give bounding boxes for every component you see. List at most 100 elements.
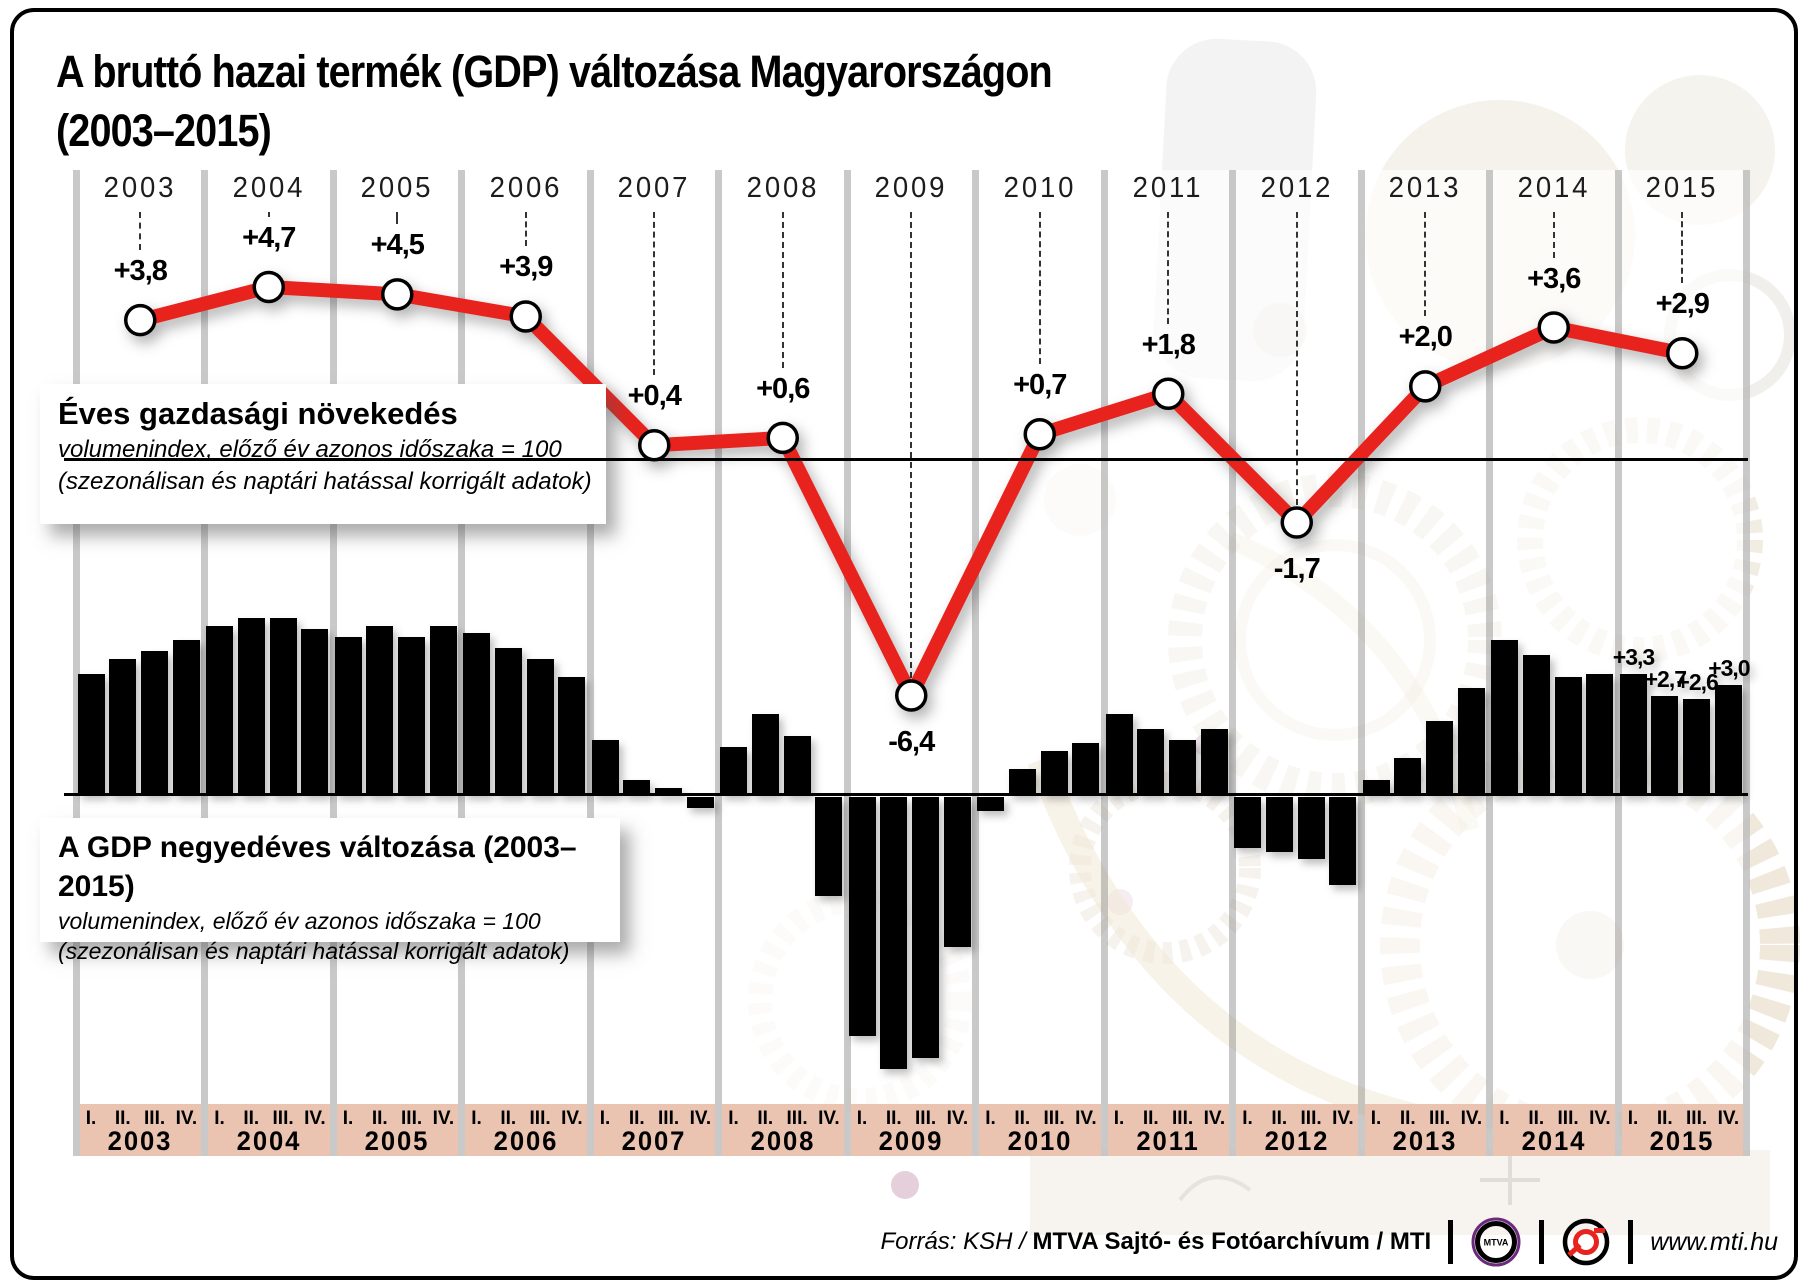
axis-band-year-label: 2009: [878, 1126, 944, 1156]
axis-quarter-label: II.: [1656, 1108, 1673, 1129]
quarterly-bar: [1491, 640, 1518, 795]
year-divider: [1743, 170, 1750, 1156]
annual-box-title: Éves gazdasági növekedés: [58, 396, 458, 431]
annual-value-label: +3,9: [499, 251, 553, 284]
year-divider: [201, 170, 208, 1156]
quarterly-bar: [1586, 673, 1614, 795]
axis-quarter-label: I.: [1627, 1108, 1639, 1129]
quarterly-bar: [269, 618, 297, 795]
year-dotted-line: [781, 212, 784, 368]
year-divider: [1614, 170, 1622, 1156]
axis-band-year-label: 2003: [107, 1126, 173, 1156]
quarterly-bar: [109, 658, 137, 795]
annual-value-label: +4,5: [370, 229, 425, 262]
quarterly-bar: [1040, 750, 1068, 795]
year-divider: [1357, 170, 1365, 1156]
year-divider: [586, 170, 594, 1156]
axis-quarter-label: II.: [1014, 1108, 1031, 1129]
year-dotted-line: [653, 212, 656, 376]
quarterly-bar: [1651, 695, 1679, 795]
year-divider: [329, 170, 337, 1156]
axis-band-year-label: 2014: [1521, 1126, 1587, 1156]
axis-quarter-label: III.: [1557, 1108, 1579, 1129]
year-dotted-line: [396, 212, 399, 225]
data-point-marker: [1666, 337, 1699, 370]
axis-year-label: 2015: [1645, 172, 1719, 204]
year-dotted-line: [267, 212, 270, 218]
quarterly-bar: [591, 739, 619, 795]
axis-quarter-label: I.: [471, 1108, 482, 1129]
quarterly-bar: [398, 636, 426, 795]
year-dotted-line: [139, 212, 142, 251]
quarterly-bar: [1329, 796, 1357, 885]
data-point-marker: [1280, 506, 1313, 539]
axis-quarter-label: II.: [500, 1108, 517, 1129]
footer-separator: [1448, 1220, 1454, 1264]
axis-quarter-label: IV.: [818, 1108, 840, 1129]
axis-quarter-label: III.: [915, 1108, 937, 1129]
axis-band-segment: [593, 1104, 715, 1156]
footer-separator: [1628, 1220, 1634, 1264]
axis-quarter-label: IV.: [946, 1108, 969, 1129]
annual-value-label: +0,7: [1013, 369, 1067, 402]
axis-year-label: 2003: [103, 172, 177, 204]
axis-band-segment: [1493, 1104, 1615, 1156]
footer-separator: [1539, 1220, 1545, 1264]
quarterly-bar: [334, 636, 362, 795]
quarterly-bar: [463, 633, 490, 795]
title-line-2: (2003–2015): [56, 105, 272, 157]
axis-band-segment: [1107, 1104, 1229, 1156]
axis-quarter-label: III.: [1686, 1108, 1708, 1129]
quarterly-bar: [366, 625, 394, 795]
axis-quarter-label: I.: [1113, 1108, 1125, 1129]
axis-band-segment: [1364, 1104, 1486, 1156]
quarterly-bar: [494, 647, 522, 795]
quarterly-bar: [141, 651, 169, 795]
year-divider: [843, 170, 851, 1156]
quarterly-bar: [1297, 796, 1325, 860]
axis-quarter-label: III.: [1429, 1108, 1451, 1129]
axis-band-year-label: 2015: [1649, 1126, 1715, 1156]
year-panel: [1621, 170, 1743, 1156]
quarterly-zero-line: [64, 793, 1748, 796]
annual-value-label: +1,8: [1141, 328, 1196, 361]
source-prefix: Forrás: KSH /: [880, 1228, 1033, 1255]
quarterly-bar: [943, 796, 971, 948]
axis-quarter-label: IV.: [689, 1108, 712, 1129]
quarterly-bar: [912, 796, 940, 1058]
axis-quarter-label: IV.: [1717, 1108, 1740, 1129]
annual-chart-label-box: Éves gazdasági növekedés volumenindex, e…: [40, 384, 606, 524]
mtva-logo: MTVA: [1471, 1217, 1521, 1267]
axis-quarter-label: III.: [529, 1108, 551, 1129]
axis-quarter-label: III.: [272, 1108, 294, 1129]
quarterly-bar: [1169, 739, 1197, 795]
year-divider: [1486, 170, 1493, 1156]
axis-band-segment: [1236, 1104, 1358, 1156]
axis-quarter-label: I.: [1370, 1108, 1382, 1129]
quarterly-bar: [1200, 728, 1228, 795]
quarterly-bar: [1619, 673, 1647, 795]
axis-band-year-label: 2013: [1392, 1126, 1458, 1156]
quarterly-bar: [237, 618, 265, 795]
axis-quarter-label: IV.: [175, 1108, 198, 1129]
quarterly-bar: [783, 736, 811, 795]
annual-value-label: +2,0: [1398, 321, 1453, 354]
year-dotted-line: [1681, 212, 1684, 284]
annual-value-label: +4,7: [242, 222, 296, 255]
axis-band-year-label: 2008: [750, 1126, 816, 1156]
axis-year-label: 2011: [1132, 172, 1204, 204]
data-point-marker: [1409, 370, 1442, 403]
axis-year-label: 2007: [617, 172, 691, 204]
website-url: www.mti.hu: [1650, 1227, 1778, 1256]
axis-band-year-label: 2011: [1136, 1126, 1200, 1156]
annual-value-label: +0,4: [627, 380, 682, 413]
year-dotted-line: [1295, 212, 1298, 505]
quarterly-bar: [172, 640, 200, 795]
year-dotted-line: [524, 212, 527, 247]
quarterly-bar: [1234, 796, 1261, 849]
quarterly-bar: [1265, 796, 1293, 852]
quarterly-bar: [686, 796, 714, 808]
